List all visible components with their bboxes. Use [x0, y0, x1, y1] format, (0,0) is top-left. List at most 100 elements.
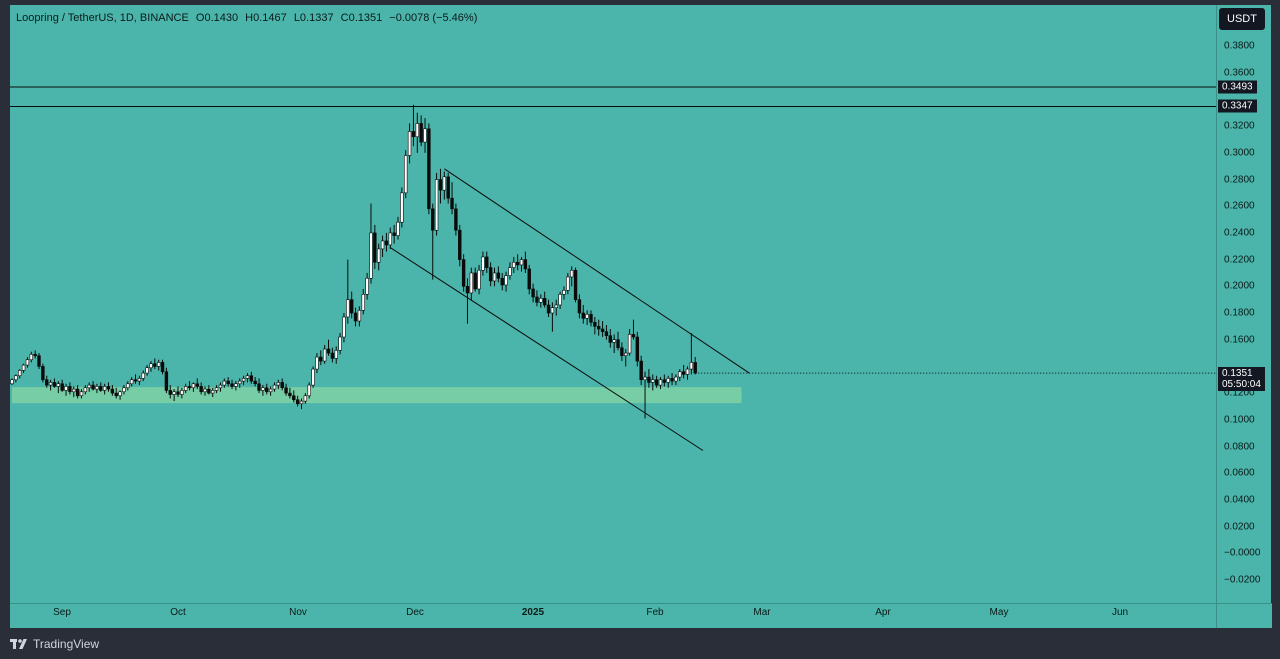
candle-body-39 [160, 362, 165, 373]
candle-body-83 [330, 352, 335, 359]
candle-body-146 [573, 269, 578, 300]
candle-body-166 [651, 379, 655, 383]
candle-body-112 [442, 176, 447, 191]
price-tick-6: 0.2400 [1224, 227, 1255, 239]
candle-body-20 [87, 384, 91, 389]
candle-body-59 [238, 380, 242, 385]
candle-body-96 [380, 240, 385, 250]
currency-unit-button[interactable]: USDT [1219, 8, 1265, 30]
brand-label: TradingView [33, 637, 100, 651]
candle-body-152 [597, 326, 601, 330]
candle-body-5 [29, 354, 33, 361]
candle-body-114 [450, 197, 454, 210]
candle-body-32 [133, 379, 138, 382]
candle-body-145 [569, 269, 574, 278]
candle-body-12 [56, 383, 61, 387]
support-zone [12, 387, 742, 404]
time-scale[interactable] [10, 603, 1216, 628]
time-tick-0: Sep [53, 607, 71, 618]
candle-body-95 [376, 248, 381, 263]
candle-body-10 [48, 382, 53, 386]
time-tick-2: Nov [289, 607, 307, 618]
candle-body-150 [589, 314, 593, 323]
candle-body-62 [249, 375, 254, 382]
legend-change: −0.0078 (−5.46%) [389, 12, 478, 24]
candle-body-151 [593, 322, 597, 327]
candle-body-56 [226, 380, 230, 385]
candle-body-164 [643, 376, 647, 381]
chart-pane[interactable] [10, 5, 1216, 603]
candle-body-171 [670, 378, 674, 382]
candle-body-110 [434, 179, 439, 231]
channel-lower-line [390, 247, 704, 451]
candle-body-82 [326, 348, 331, 354]
candle-body-37 [153, 363, 157, 367]
candle-body-75 [299, 400, 304, 405]
candle-body-133 [523, 259, 528, 270]
bar-countdown: 05:50:04 [1222, 379, 1261, 390]
candle-body-85 [338, 336, 342, 351]
candle-body-167 [654, 379, 659, 386]
candle-body-7 [37, 355, 41, 367]
candle-body-68 [272, 384, 277, 390]
price-tick-5: 0.2600 [1224, 200, 1255, 212]
price-tick-9: 0.1800 [1224, 307, 1255, 319]
legend-close: C0.1351 [340, 12, 383, 24]
candle-body-140 [550, 307, 555, 314]
candle-body-134 [527, 268, 531, 290]
candle-body-53 [214, 387, 219, 391]
candle-body-104 [411, 131, 416, 138]
candle-body-1 [14, 375, 18, 381]
candle-body-29 [122, 387, 126, 393]
candle-body-26 [110, 388, 115, 394]
candle-body-84 [334, 350, 338, 359]
candle-body-107 [423, 128, 427, 143]
candle-body-54 [218, 384, 223, 389]
legend-low: L0.1337 [293, 12, 334, 24]
candle-body-149 [585, 314, 589, 319]
channel-upper-line [444, 168, 750, 374]
candle-body-105 [415, 123, 419, 138]
price-tick-13: 0.0800 [1224, 441, 1255, 452]
candle-body-44 [180, 390, 184, 395]
candle-body-135 [531, 288, 535, 298]
candle-body-14 [64, 386, 68, 391]
candle-body-23 [99, 386, 103, 391]
candle-body-132 [519, 259, 524, 266]
candle-body-97 [384, 240, 389, 246]
candle-body-101 [400, 192, 404, 223]
candle-body-163 [639, 360, 643, 381]
tradingview-brand[interactable]: TradingView [10, 637, 99, 651]
candle-body-30 [126, 383, 130, 389]
candle-body-91 [361, 294, 365, 311]
candle-body-36 [149, 363, 153, 369]
candle-body-99 [392, 232, 396, 236]
candle-body-136 [535, 296, 539, 303]
candle-body-48 [195, 383, 199, 387]
candle-body-154 [604, 331, 609, 336]
candle-body-61 [245, 375, 250, 379]
candle-body-63 [253, 380, 257, 385]
candle-body-69 [276, 382, 281, 386]
candle-body-45 [184, 386, 188, 391]
candle-body-34 [141, 372, 145, 379]
last-price-label: 0.1351 05:50:04 [1218, 367, 1265, 391]
price-tick-14: 0.0600 [1224, 467, 1255, 479]
candle-body-139 [546, 304, 551, 314]
candle-body-66 [265, 387, 269, 393]
candle-body-111 [438, 179, 443, 191]
candle-body-118 [465, 285, 470, 294]
time-tick-5: Feb [646, 607, 664, 618]
time-tick-1: Oct [170, 607, 186, 618]
candle-body-40 [164, 371, 169, 391]
candle-body-0 [10, 379, 14, 385]
candle-body-131 [515, 261, 520, 266]
candle-body-120 [473, 272, 477, 290]
price-tick-17: −0.0000 [1224, 547, 1261, 559]
time-tick-6: Mar [753, 607, 771, 618]
candle-body-176 [689, 362, 694, 370]
candle-body-76 [303, 395, 308, 402]
candle-body-78 [311, 368, 315, 386]
candle-body-64 [257, 383, 261, 391]
